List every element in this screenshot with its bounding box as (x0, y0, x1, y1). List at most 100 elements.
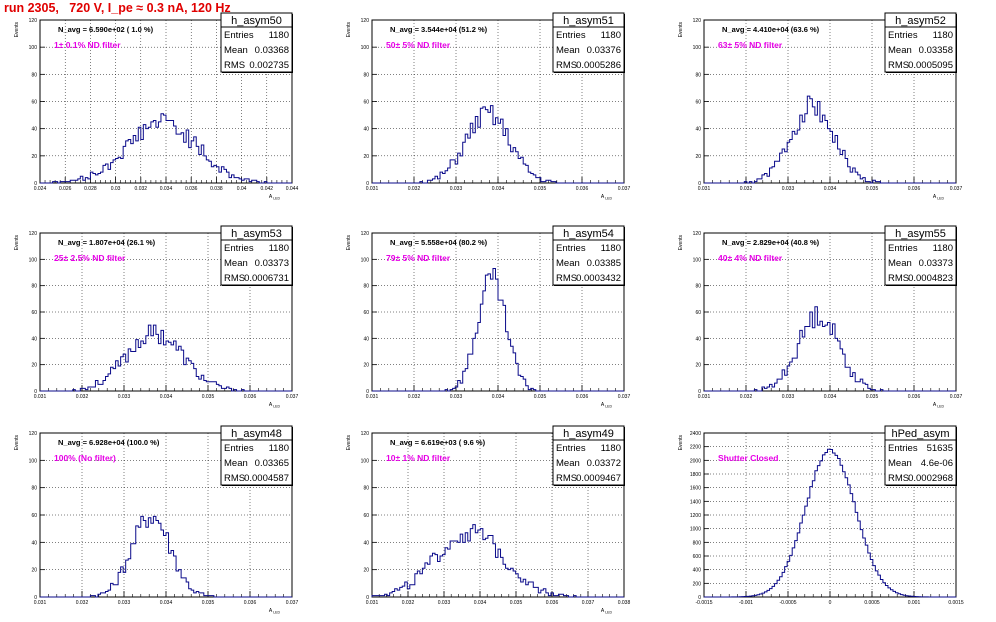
histogram-name: h_asym55 (895, 228, 946, 240)
x-tick-label: 0.037 (618, 186, 631, 192)
x-tick-label: 0.0015 (948, 600, 964, 606)
x-tick-label: 0.034 (160, 394, 173, 400)
stats-label: RMS (224, 273, 245, 284)
x-tick-label: 0.035 (534, 186, 547, 192)
histogram-panel-h_asym48: 0 20 40 60 80 100 120 0.031 0.032 0.033 0.034 0.035… (14, 425, 299, 615)
x-tick-label: 0.0005 (864, 600, 880, 606)
stats-label: RMS (888, 273, 909, 284)
stats-label: Entries (556, 243, 586, 254)
y-tick-label: 0 (698, 595, 701, 601)
histogram-panel-h_asym50: 0 20 40 60 80 100 120 0.024 0.026 0.028 0.03 0.032 0… (14, 12, 298, 201)
histogram-line (704, 448, 957, 598)
x-tick-label: 0.032 (76, 394, 89, 400)
y-tick-label: 0 (34, 389, 37, 395)
histogram-line (704, 306, 956, 392)
y-tick-label: 60 (31, 100, 37, 106)
stats-label: Entries (224, 443, 254, 454)
navg-label: N_avg = 1.807e+04 (26.1 %) (58, 238, 156, 247)
histogram-panel-h_asym51: 0 20 40 60 80 100 120 0.031 0.032 0.033 0.034 0.035… (346, 12, 631, 201)
y-tick-label: 200 (693, 581, 702, 587)
histogram-line (372, 268, 624, 392)
x-tick-label: 0 (829, 600, 832, 606)
stats-box (220, 225, 293, 286)
y-axis-label: Events (346, 22, 352, 38)
x-tick-label: 0.032 (408, 394, 421, 400)
y-axis-label: Events (678, 235, 684, 251)
y-tick-label: 60 (363, 310, 369, 316)
stats-value: 0.0004587 (244, 473, 289, 484)
histogram-line (704, 95, 956, 184)
y-tick-label: 40 (363, 336, 369, 342)
y-tick-label: 20 (695, 363, 701, 369)
stats-value: 0.0006731 (244, 273, 289, 284)
x-tick-label: 0.033 (782, 186, 795, 192)
histogram-name: h_asym51 (563, 15, 614, 27)
stats-label: Mean (224, 458, 248, 469)
x-tick-label: 0.031 (698, 186, 711, 192)
y-tick-label: 400 (693, 568, 702, 574)
stats-value: 0.03373 (919, 258, 953, 269)
stats-label: Entries (888, 30, 918, 41)
y-tick-label: 1000 (690, 527, 701, 533)
filter-label: 63± 5% ND filter (718, 40, 783, 50)
x-tick-label: 0.035 (866, 186, 879, 192)
stats-label: Entries (224, 30, 254, 41)
stats-value: 0.002735 (249, 60, 289, 71)
y-tick-label: 100 (693, 45, 702, 51)
stats-label: Entries (556, 30, 586, 41)
x-tick-label: 0.037 (950, 186, 963, 192)
x-tick-label: 0.036 (908, 186, 921, 192)
y-tick-label: 120 (29, 431, 38, 437)
y-tick-label: 100 (29, 45, 38, 51)
x-tick-label: -0.0005 (780, 600, 797, 606)
stats-box (220, 425, 293, 486)
y-tick-label: 100 (361, 257, 370, 263)
x-tick-label: 0.034 (160, 186, 173, 192)
y-tick-label: 1400 (690, 499, 701, 505)
x-tick-label: 0.035 (510, 600, 523, 606)
x-tick-label: 0.028 (84, 186, 97, 192)
x-tick-label: 0.032 (402, 600, 415, 606)
x-tick-label: 0.038 (618, 600, 631, 606)
x-tick-label: 0.031 (698, 394, 711, 400)
stats-value: 0.03365 (255, 458, 289, 469)
stats-label: RMS (556, 273, 577, 284)
stats-label: Mean (224, 258, 248, 269)
stats-label: RMS (888, 60, 909, 71)
y-tick-label: 100 (693, 257, 702, 263)
stats-box (884, 225, 957, 286)
stats-value: 0.03376 (587, 45, 621, 56)
y-tick-label: 1200 (690, 513, 701, 519)
histogram-name: h_asym53 (231, 228, 282, 240)
navg-label: N_avg = 2.829e+04 (40.8 %) (722, 238, 820, 247)
stats-label: Mean (556, 458, 580, 469)
x-tick-label: 0.024 (34, 186, 47, 192)
y-tick-label: 20 (363, 568, 369, 574)
stats-value: 1180 (269, 243, 289, 254)
y-tick-label: 80 (695, 72, 701, 78)
stats-value: 0.0005095 (908, 60, 953, 71)
stats-box (884, 12, 957, 73)
stats-value: 1180 (933, 30, 953, 41)
stats-label: Entries (224, 243, 254, 254)
y-tick-label: 20 (363, 363, 369, 369)
y-tick-label: 60 (363, 100, 369, 106)
stats-label: RMS (556, 60, 577, 71)
y-tick-label: 100 (29, 458, 38, 464)
x-tick-label: 0.037 (286, 600, 299, 606)
x-axis-label: ALED (601, 608, 613, 615)
stats-value: 0.03358 (919, 45, 953, 56)
y-tick-label: 80 (31, 72, 37, 78)
run-title: run 2305, 720 V, I_pe ≈ 0.3 nA, 120 Hz (4, 1, 231, 15)
histogram-panel-h_asym55: 0 20 40 60 80 100 120 0.031 0.032 0.033 0.034 0.035… (678, 225, 962, 409)
stats-value: 4.6e-06 (921, 458, 953, 469)
y-tick-label: 60 (363, 513, 369, 519)
stats-label: Entries (888, 443, 918, 454)
y-tick-label: 20 (695, 154, 701, 160)
x-tick-label: 0.034 (492, 394, 505, 400)
stats-label: RMS (556, 473, 577, 484)
y-tick-label: 0 (366, 389, 369, 395)
x-tick-label: 0.035 (866, 394, 879, 400)
filter-label: Shutter Closed (718, 453, 778, 463)
